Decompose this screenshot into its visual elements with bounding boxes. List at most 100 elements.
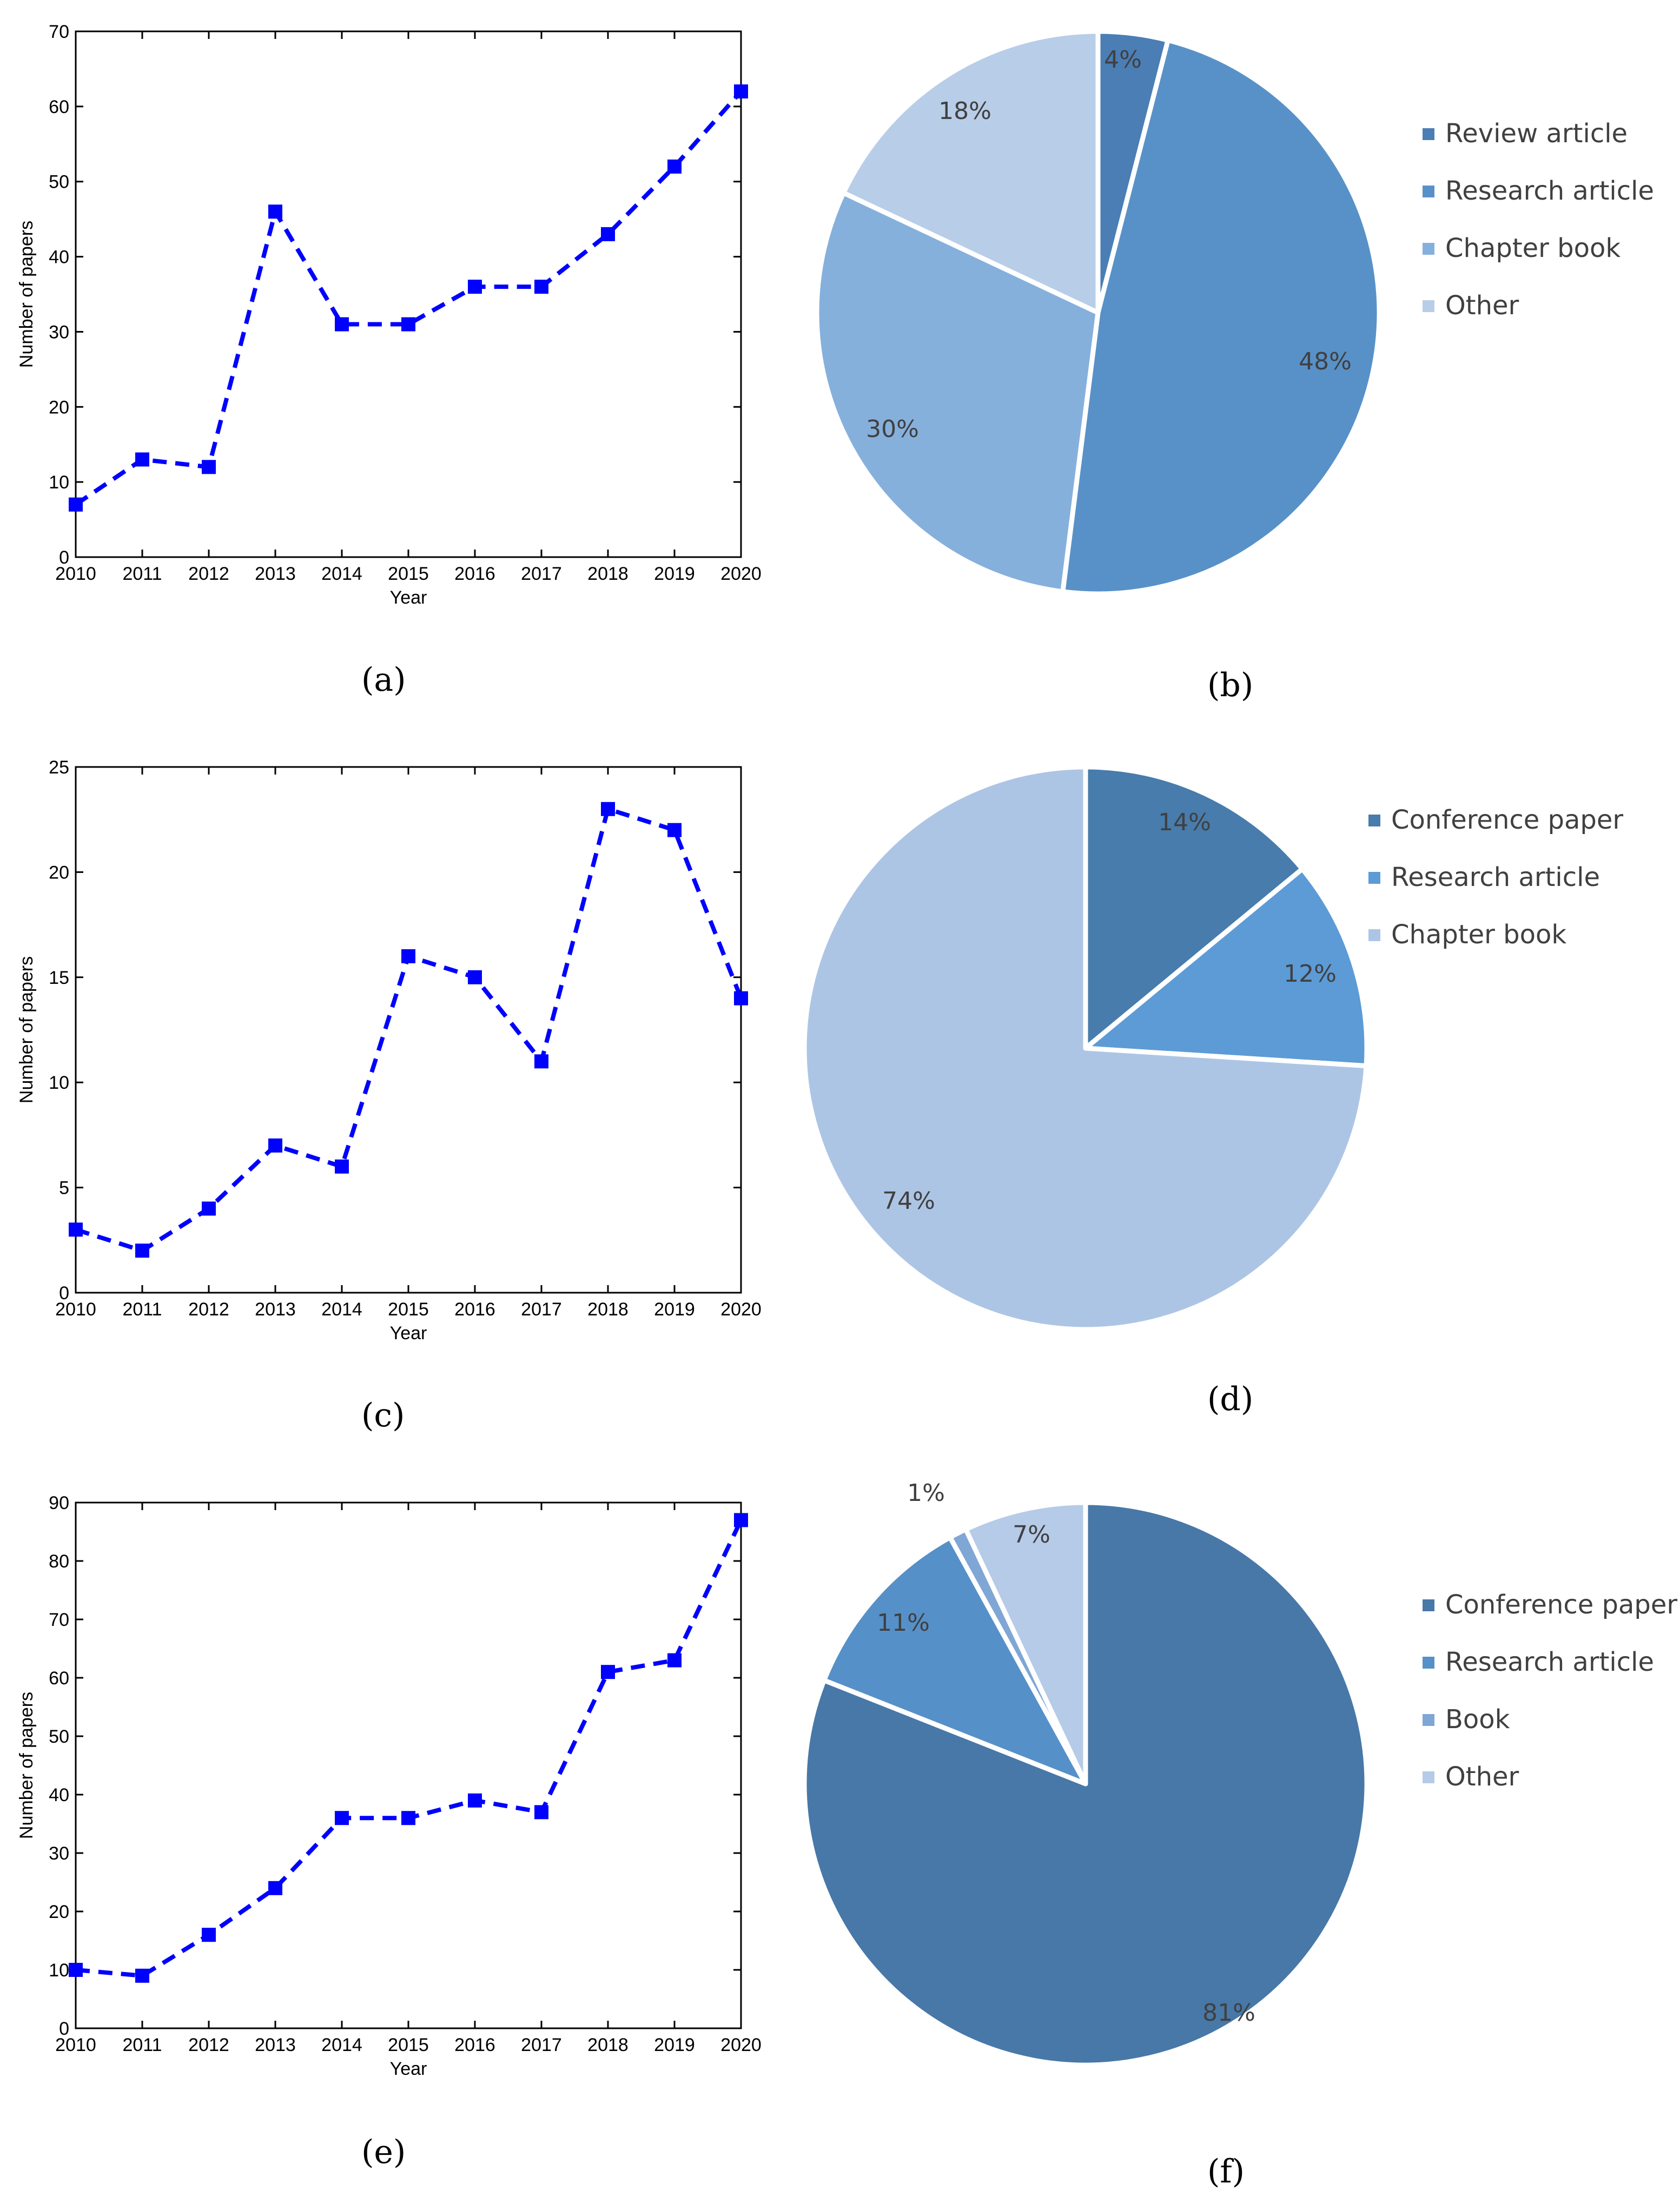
data-point <box>734 1513 748 1527</box>
data-point <box>202 1928 216 1942</box>
pie-chart-f: 81% 11% 1% 7% Conference paper Research artic… <box>784 1471 1680 2174</box>
x-axis-title: Year <box>390 1323 427 1344</box>
x-tick-label: 2014 <box>321 2035 362 2055</box>
x-tick-label: 2018 <box>587 1299 629 1320</box>
pie-slice <box>963 1500 1088 1787</box>
y-tick-label: 60 <box>49 1668 69 1689</box>
legend-swatch <box>1423 186 1434 197</box>
pie-chart-f-svg: 81% 11% 1% 7% Conference paper Research artic… <box>802 1479 1677 2068</box>
x-tick-label: 2019 <box>654 1299 695 1320</box>
legend-label: Chapter book <box>1391 919 1566 950</box>
slice-label: 14% <box>1158 809 1211 836</box>
y-tick-label: 50 <box>49 1726 69 1747</box>
data-point <box>401 317 415 332</box>
pie-slice <box>1083 866 1370 1069</box>
x-tick-label: 2019 <box>654 2035 695 2055</box>
pie-chart-b: 4% 48% 30% 18% Review article Research articl… <box>784 0 1680 638</box>
data-point <box>268 1881 282 1895</box>
slice-label: 4% <box>1104 46 1142 74</box>
y-tick-label: 20 <box>49 862 69 883</box>
data-point <box>268 1138 282 1153</box>
line-chart-a: 0 10 20 30 40 50 60 70 2010 2011 2012 2013 2014 2015 2… <box>0 0 784 638</box>
legend-swatch <box>1423 128 1434 140</box>
pie-chart-b-svg: 4% 48% 30% 18% Review article Research articl… <box>814 29 1654 597</box>
data-point <box>601 802 615 816</box>
slice-label: 11% <box>877 1609 930 1637</box>
caption-c: (c) <box>361 1397 405 1434</box>
y-tick-label: 70 <box>49 1610 69 1630</box>
y-tick-label: 0 <box>59 1283 69 1304</box>
y-tick-label: 90 <box>49 1493 69 1513</box>
pie-chart-d-svg: 14% 12% 74% Conference paper Research articl… <box>802 764 1623 1332</box>
x-tick-label: 2011 <box>122 2035 162 2055</box>
slice-label: 7% <box>1013 1521 1050 1549</box>
y-tick-label: 30 <box>49 322 69 342</box>
y-tick-label: 10 <box>49 1073 69 1093</box>
x-tick-label: 2016 <box>454 2035 495 2055</box>
x-tick-label: 2011 <box>122 1299 162 1320</box>
data-point <box>335 1811 349 1825</box>
x-tick-label: 2012 <box>188 2035 229 2055</box>
legend-swatch <box>1423 1714 1434 1726</box>
caption-f: (f) <box>1207 2153 1245 2191</box>
series-line <box>75 806 743 1253</box>
y-tick-label: 25 <box>49 757 69 778</box>
plot-frame <box>75 1501 742 2029</box>
data-point <box>667 823 682 837</box>
x-tick-label: 2010 <box>55 1299 96 1320</box>
caption-a: (a) <box>361 661 406 699</box>
slice-label: 1% <box>907 1479 945 1507</box>
y-axis-title: Number of papers <box>16 221 37 368</box>
y-tick-label: 5 <box>59 1178 69 1199</box>
legend-swatch <box>1423 1599 1434 1611</box>
y-tick-label: 0 <box>59 2019 69 2039</box>
y-axis-title: Number of papers <box>16 1692 37 1839</box>
data-point <box>69 497 83 512</box>
series-line <box>74 90 743 507</box>
y-tick-label: 20 <box>49 397 69 418</box>
y-axis-title: Number of papers <box>16 956 37 1103</box>
data-point <box>667 159 682 174</box>
x-tick-label: 2018 <box>587 2035 629 2055</box>
legend-swatch <box>1423 1657 1434 1669</box>
x-tick-label: 2015 <box>388 564 429 584</box>
y-tick-label: 20 <box>49 1902 69 1922</box>
pie-slice <box>802 764 1369 1332</box>
legend-swatch <box>1368 929 1380 941</box>
legend-label: Review article <box>1445 118 1628 149</box>
legend-label: Research article <box>1445 1647 1654 1677</box>
x-tick-label: 2010 <box>55 564 96 584</box>
data-point <box>468 1793 482 1808</box>
legend-label: Chapter book <box>1445 233 1621 263</box>
legend-swatch <box>1423 243 1434 255</box>
x-tick-label: 2017 <box>521 2035 562 2055</box>
x-tick-label: 2014 <box>321 564 362 584</box>
data-point <box>135 1243 149 1258</box>
data-point <box>468 280 482 294</box>
data-point <box>401 949 415 963</box>
x-tick-label: 2017 <box>521 564 562 584</box>
legend-label: Conference paper <box>1445 1590 1677 1620</box>
data-point <box>734 991 748 1005</box>
line-chart-c: 0 5 10 15 20 25 2010 2011 2012 2013 2014 2015 2016 20… <box>0 736 784 1374</box>
x-tick-label: 2013 <box>255 1299 296 1320</box>
data-point <box>135 452 149 467</box>
pie-slice <box>1083 764 1305 1051</box>
slice-label: 18% <box>938 97 991 125</box>
data-point <box>335 317 349 332</box>
caption-b: (b) <box>1207 666 1254 704</box>
caption-d: (d) <box>1207 1380 1254 1418</box>
plot-frame <box>75 30 742 558</box>
y-tick-label: 40 <box>49 1785 69 1805</box>
x-tick-label: 2015 <box>388 2035 429 2055</box>
data-point <box>534 1805 548 1820</box>
x-tick-label: 2017 <box>521 1299 562 1320</box>
y-tick-label: 10 <box>49 1960 69 1981</box>
data-point <box>601 227 615 241</box>
slice-label: 74% <box>882 1187 935 1215</box>
y-tick-label: 60 <box>49 97 69 117</box>
y-tick-label: 10 <box>49 472 69 493</box>
x-tick-label: 2012 <box>188 1299 229 1320</box>
data-point <box>734 84 748 99</box>
legend-swatch <box>1423 1771 1434 1783</box>
